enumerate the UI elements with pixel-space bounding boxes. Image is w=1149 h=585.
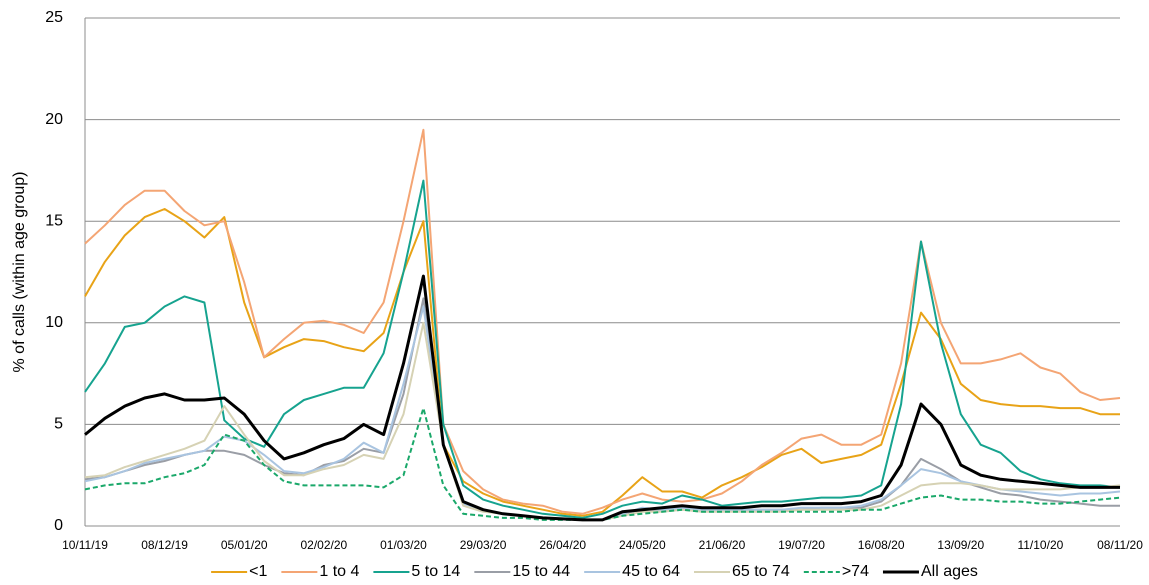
x-tick-label: 11/10/20 xyxy=(1017,538,1063,552)
series-line xyxy=(84,208,1120,517)
legend-label: 15 to 44 xyxy=(512,563,570,580)
legend-label: 1 to 4 xyxy=(319,563,359,580)
legend-label: All ages xyxy=(921,563,978,580)
y-tick-label: 10 xyxy=(45,314,63,331)
x-tick-label: 29/03/20 xyxy=(460,538,507,552)
x-tick-label: 26/04/20 xyxy=(539,538,586,552)
y-axis-label: % of calls (within age group) xyxy=(11,172,28,373)
x-tick-label: 05/01/20 xyxy=(221,538,268,552)
x-tick-label: 19/07/20 xyxy=(778,538,825,552)
series-line xyxy=(84,128,1121,515)
y-tick-label: 0 xyxy=(54,517,63,534)
y-tick-label: 5 xyxy=(54,416,63,433)
series-line xyxy=(84,179,1121,519)
x-tick-label: 16/08/20 xyxy=(858,538,905,552)
x-tick-label: 21/06/20 xyxy=(699,538,746,552)
x-tick-label: 08/12/19 xyxy=(141,538,188,552)
y-tick-label: 25 xyxy=(45,9,63,26)
series-line xyxy=(84,274,1120,522)
x-tick-label: 08/11/20 xyxy=(1097,538,1143,552)
x-tick-label: 02/02/20 xyxy=(300,538,347,552)
x-tick-label: 10/11/19 xyxy=(62,538,108,552)
y-tick-label: 15 xyxy=(45,212,63,229)
series-line xyxy=(84,305,1121,521)
legend-label: <1 xyxy=(249,563,267,580)
legend-label: >74 xyxy=(842,563,869,580)
legend: <1 1 to 4 5 to 14 15 to 44 45 to 64 65 to 74 >… xyxy=(211,563,978,580)
x-tick-label: 13/09/20 xyxy=(937,538,984,552)
y-tick-label: 20 xyxy=(45,111,63,128)
x-tick-label: 01/03/20 xyxy=(380,538,427,552)
legend-label: 65 to 74 xyxy=(732,563,790,580)
legend-label: 5 to 14 xyxy=(411,563,460,580)
legend-label: 45 to 64 xyxy=(622,563,680,580)
x-tick-label: 24/05/20 xyxy=(619,538,666,552)
